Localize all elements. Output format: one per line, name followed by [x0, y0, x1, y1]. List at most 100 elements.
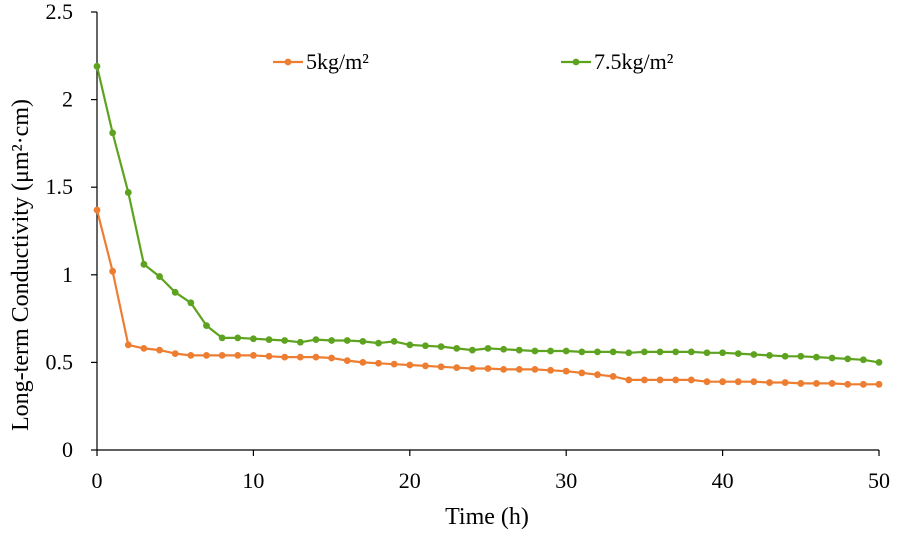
data-point [813, 380, 820, 387]
data-point [719, 378, 726, 386]
data-point [328, 354, 335, 362]
data-point [250, 335, 257, 343]
data-point [328, 337, 335, 344]
data-point [578, 348, 586, 356]
data-point [281, 353, 289, 361]
series-2 [93, 62, 883, 366]
data-point [468, 346, 476, 354]
data-point [609, 348, 617, 356]
data-point [656, 376, 664, 384]
data-point [547, 366, 554, 374]
data-point [625, 376, 633, 384]
data-point [296, 353, 304, 361]
data-point [828, 380, 836, 387]
data-point [312, 336, 320, 344]
y-tick-label: 2 [62, 87, 73, 112]
data-point [672, 376, 680, 384]
data-point [641, 348, 648, 356]
series-line [95, 209, 879, 386]
data-point [187, 299, 195, 307]
data-point [734, 350, 742, 358]
data-point [859, 380, 867, 388]
data-point [734, 378, 742, 386]
data-point [406, 361, 414, 369]
data-point [766, 351, 773, 359]
legend-item-1: 5kg/m² [273, 49, 369, 74]
data-point [828, 354, 836, 362]
y-tick-label: 2.5 [46, 0, 74, 24]
data-point [531, 347, 539, 355]
data-point [203, 322, 210, 330]
data-point [109, 129, 117, 137]
data-point [781, 379, 789, 386]
data-point [343, 337, 351, 344]
series-line [95, 66, 880, 364]
data-point [703, 349, 711, 357]
data-point [687, 348, 695, 356]
series-1 [93, 206, 883, 388]
data-point [343, 357, 351, 365]
data-point [547, 347, 554, 355]
x-tick-label: 50 [868, 468, 890, 493]
data-point [625, 349, 633, 357]
data-point [359, 337, 367, 345]
y-tick-label: 1 [62, 262, 73, 287]
data-point [156, 346, 163, 354]
data-point [609, 373, 617, 380]
data-point [234, 334, 242, 342]
x-axis-title: Time (h) [445, 504, 529, 530]
data-point [515, 366, 523, 373]
data-point [531, 366, 539, 373]
data-point [656, 348, 664, 356]
data-point [453, 344, 461, 352]
data-point [875, 380, 883, 388]
data-point [562, 367, 570, 375]
data-point [797, 380, 805, 387]
data-point [359, 359, 367, 366]
data-point [109, 267, 117, 275]
data-point [594, 371, 601, 379]
data-point [672, 348, 680, 356]
y-tick-label: 0 [62, 437, 73, 462]
data-point [515, 346, 523, 354]
data-point [234, 351, 242, 359]
data-point [500, 345, 508, 353]
data-point [484, 344, 492, 352]
data-point [750, 351, 758, 358]
data-point [375, 339, 382, 347]
data-point [140, 344, 148, 352]
data-point [140, 260, 148, 268]
data-point [281, 337, 289, 344]
x-tick-label: 40 [712, 468, 734, 493]
data-point [750, 378, 758, 386]
data-point [641, 376, 648, 384]
data-point [562, 347, 570, 355]
data-point [844, 355, 852, 363]
data-point [468, 365, 476, 372]
data-point [437, 363, 445, 371]
data-point [484, 365, 492, 372]
data-point [422, 362, 429, 370]
data-point [171, 350, 179, 358]
data-point [171, 288, 179, 296]
data-point [124, 341, 132, 349]
data-point [390, 337, 398, 345]
data-point [453, 364, 461, 372]
data-point [312, 353, 320, 361]
y-tick-label: 1.5 [46, 174, 74, 199]
data-point [203, 351, 210, 359]
data-point [265, 336, 273, 344]
data-point [406, 341, 414, 349]
data-point [687, 376, 695, 384]
data-point [265, 352, 273, 360]
data-point [187, 351, 195, 359]
legend-swatch-marker [284, 58, 292, 66]
legend-label: 7.5kg/m² [594, 49, 674, 74]
legend-swatch-marker [572, 58, 580, 66]
data-point [93, 206, 101, 214]
data-point [218, 351, 226, 359]
data-point [124, 189, 132, 196]
data-point [797, 352, 805, 360]
data-point [844, 380, 852, 388]
